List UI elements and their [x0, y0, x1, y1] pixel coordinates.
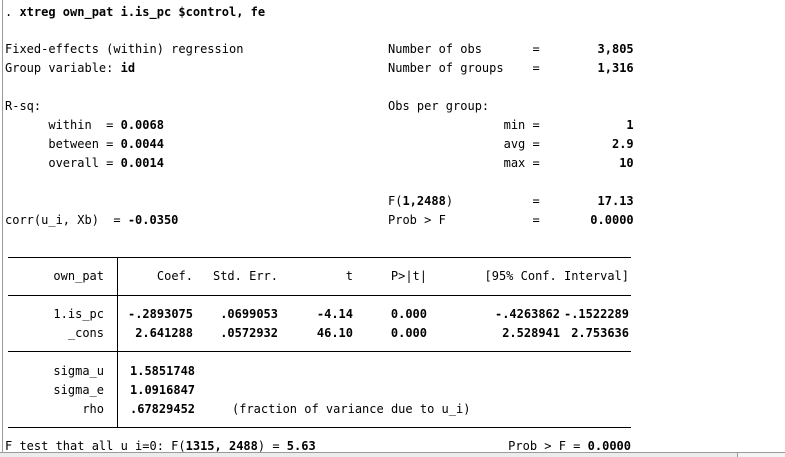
rsq-overall-value: 0.0014	[120, 156, 164, 170]
table-row: 1.is_pc -.2893075 .0699053 -4.14 0.000 -…	[0, 305, 785, 324]
table-column-divider	[117, 257, 118, 428]
f-stat-df: 1,2488	[402, 194, 446, 208]
rho-value: .67829452	[130, 402, 196, 416]
corr-line: corr(u_i, Xb) = -0.0350	[5, 211, 178, 230]
table-top-rule	[8, 257, 631, 258]
ftest-label: F test that all u_i=0: F(	[5, 439, 186, 453]
group-variable-value: id	[120, 61, 136, 75]
num-obs-value: 3,805	[597, 42, 634, 56]
f-stat-value: 17.13	[597, 194, 634, 208]
row-t: 46.10	[316, 326, 353, 340]
scrollbar-divider	[737, 453, 738, 457]
obs-avg-line: avg = 2.9	[388, 135, 634, 154]
rsq-between-label: between =	[5, 137, 121, 151]
rsq-overall-label: overall =	[5, 156, 121, 170]
row-ci-high: 2.753636	[571, 326, 629, 340]
window-left-border	[2, 0, 3, 457]
row-t: -4.14	[316, 307, 353, 321]
header-stderr: Std. Err.	[212, 269, 278, 283]
regression-type-text: Fixed-effects (within) regression	[5, 42, 244, 56]
obs-avg-value: 2.9	[611, 137, 634, 151]
sigma-u-row: sigma_u 1.5851748	[0, 362, 785, 381]
num-groups-label: Number of groups =	[388, 61, 598, 75]
obs-min-line: min = 1	[388, 116, 634, 135]
table-header-rule	[8, 295, 631, 296]
ftest-prob-label: Prob > F =	[508, 439, 588, 453]
obs-avg-label: avg =	[388, 137, 612, 151]
command-line: . xtreg own_pat i.is_pc $control, fe	[5, 3, 265, 22]
obs-max-line: max = 10	[388, 154, 634, 173]
ftest-line: F test that all u_i=0: F(1315, 2488) = 5…	[5, 437, 316, 456]
command-prompt: .	[5, 5, 20, 19]
sigma-u-value: 1.5851748	[130, 364, 196, 378]
num-groups-value: 1,316	[597, 61, 634, 75]
rsq-within-label: within =	[5, 118, 121, 132]
corr-label: corr(u_i, Xb) =	[5, 213, 128, 227]
row-label: 1.is_pc	[53, 307, 104, 321]
ftest-df: 1315, 2488	[185, 439, 258, 453]
rsq-within-value: 0.0068	[120, 118, 164, 132]
sigma-u-label: sigma_u	[53, 364, 104, 378]
f-stat-label: F(	[388, 194, 403, 208]
rsq-header: R-sq:	[5, 97, 41, 116]
table-coef-sigma-rule	[8, 351, 631, 352]
horizontal-scrollbar[interactable]	[0, 452, 785, 457]
table-row: _cons 2.641288 .0572932 46.10 0.000 2.52…	[0, 324, 785, 343]
num-obs-label: Number of obs =	[388, 42, 598, 56]
f-stat-line: F(1,2488) = 17.13	[388, 192, 634, 211]
obs-min-label: min =	[388, 118, 627, 132]
group-variable-line: Group variable: id	[5, 59, 135, 78]
obs-max-value: 10	[619, 156, 634, 170]
sigma-e-row: sigma_e 1.0916847	[0, 381, 785, 400]
header-p: P>|t|	[390, 269, 427, 283]
rsq-header-text: R-sq:	[5, 99, 42, 113]
ftest-value: 5.63	[286, 439, 316, 453]
num-obs-line: Number of obs = 3,805	[388, 40, 634, 59]
rho-note: (fraction of variance due to u_i)	[232, 402, 471, 416]
group-variable-label: Group variable:	[5, 61, 121, 75]
header-coef: Coef.	[156, 269, 193, 283]
regression-type-label: Fixed-effects (within) regression	[5, 40, 243, 59]
rsq-between-value: 0.0044	[120, 137, 164, 151]
ftest-prob-line: Prob > F = 0.0000	[508, 437, 631, 456]
row-ci-high: -.1522289	[563, 307, 629, 321]
rsq-within-line: within = 0.0068	[5, 116, 164, 135]
row-ci-low: 2.528941	[502, 326, 560, 340]
f-stat-equals: ) =	[445, 194, 598, 208]
prob-f-line: Prob > F = 0.0000	[388, 211, 634, 230]
row-stderr: .0572932	[220, 326, 278, 340]
table-header-row: own_pat Coef. Std. Err. t P>|t| [95% Con…	[0, 267, 785, 286]
rsq-between-line: between = 0.0044	[5, 135, 164, 154]
prob-f-value: 0.0000	[590, 213, 634, 227]
row-coef: 2.641288	[135, 326, 193, 340]
header-conf-interval: [95% Conf. Interval]	[484, 269, 630, 283]
corr-value: -0.0350	[127, 213, 179, 227]
ftest-prob-value: 0.0000	[587, 439, 631, 453]
row-p: 0.000	[390, 326, 427, 340]
command-text: xtreg own_pat i.is_pc $control, fe	[19, 5, 266, 19]
header-t: t	[345, 269, 353, 283]
row-coef: -.2893075	[127, 307, 193, 321]
row-stderr: .0699053	[220, 307, 278, 321]
row-p: 0.000	[390, 307, 427, 321]
rho-label: rho	[82, 402, 104, 416]
obs-per-group-header: Obs per group:	[388, 97, 489, 116]
obs-min-value: 1	[626, 118, 634, 132]
sigma-e-value: 1.0916847	[130, 383, 196, 397]
prob-f-label: Prob > F =	[388, 213, 591, 227]
num-groups-line: Number of groups = 1,316	[388, 59, 634, 78]
sigma-e-label: sigma_e	[53, 383, 104, 397]
table-bottom-rule	[8, 427, 631, 428]
rho-row: rho .67829452 (fraction of variance due …	[0, 400, 785, 419]
scrollbar-corner	[738, 453, 785, 457]
ftest-equals: ) =	[257, 439, 287, 453]
row-label: _cons	[67, 326, 104, 340]
row-ci-low: -.4263862	[494, 307, 560, 321]
rsq-overall-line: overall = 0.0014	[5, 154, 164, 173]
header-depvar: own_pat	[53, 269, 104, 283]
obs-per-group-text: Obs per group:	[388, 99, 490, 113]
obs-max-label: max =	[388, 156, 620, 170]
